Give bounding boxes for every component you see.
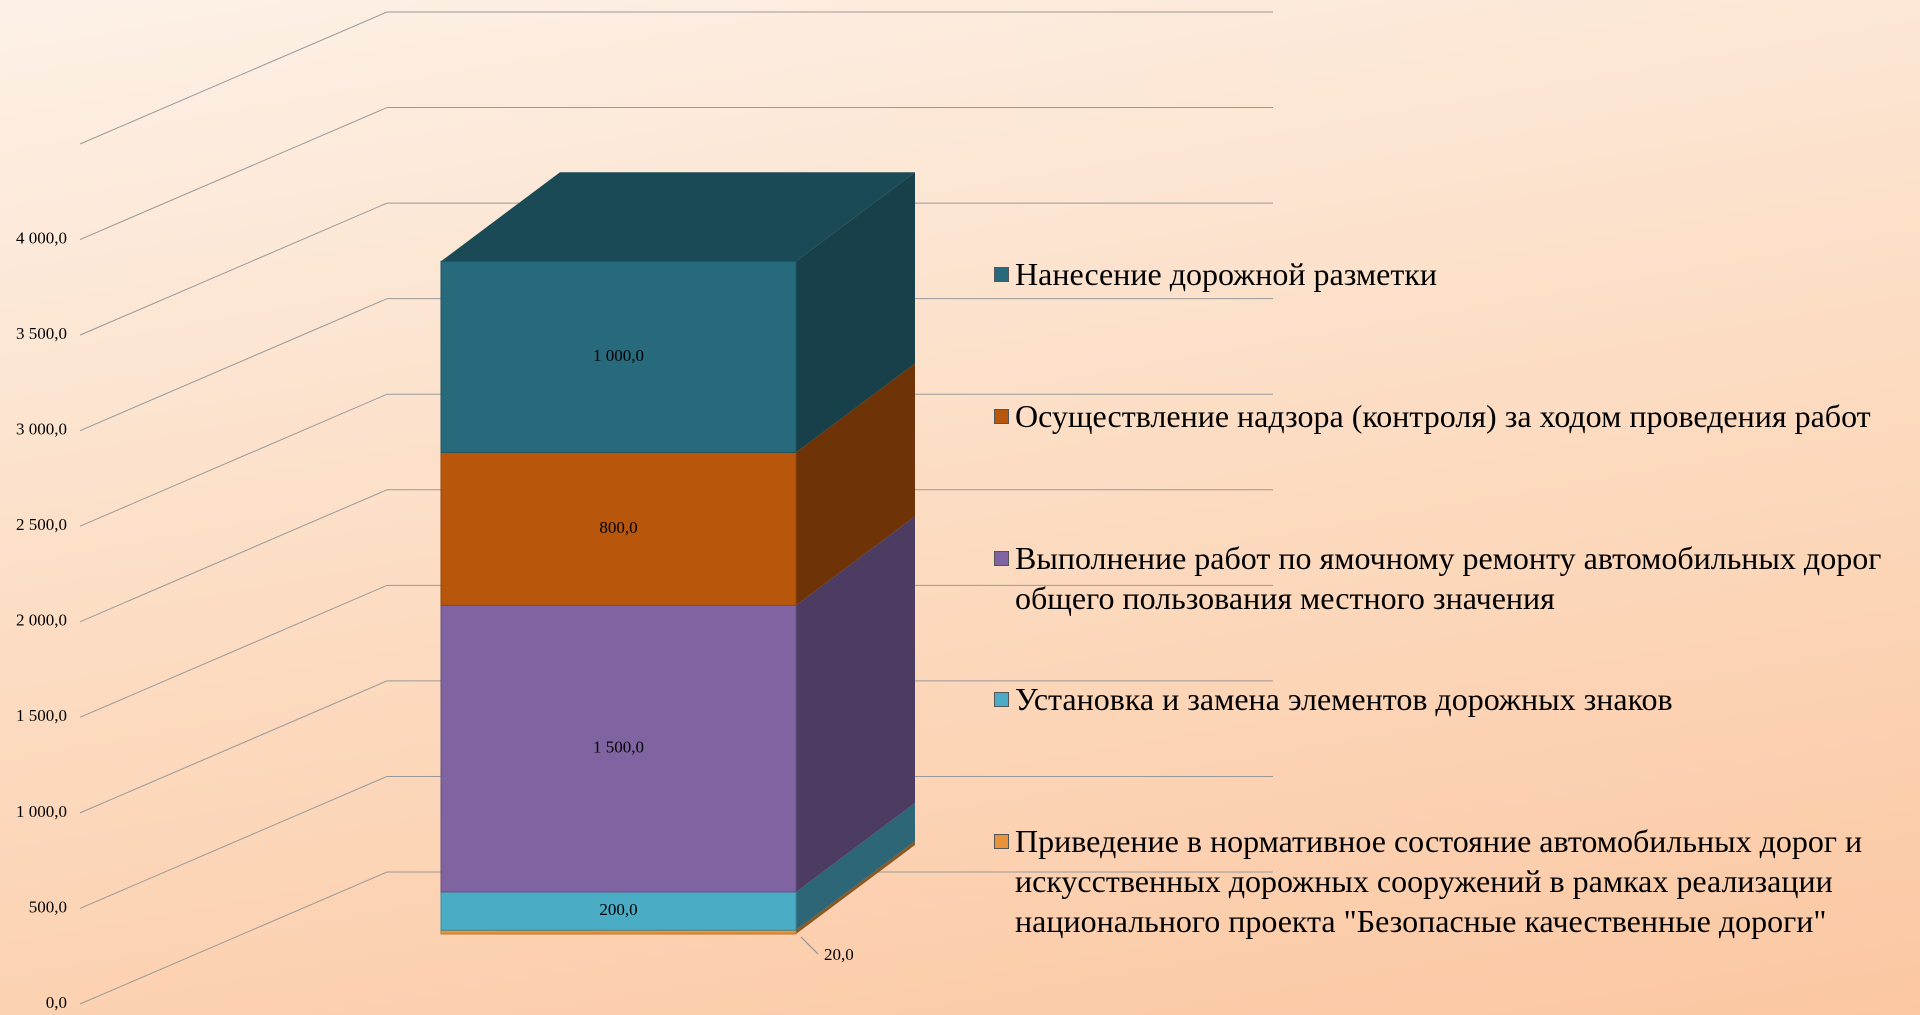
data-label: 1 000,0 <box>593 346 644 365</box>
legend-swatch <box>994 409 1009 424</box>
grid-line <box>79 489 388 623</box>
legend-swatch <box>994 267 1009 282</box>
grid-line <box>79 202 388 336</box>
data-label: 20,0 <box>824 945 854 964</box>
bar <box>440 451 797 606</box>
bar <box>440 604 797 893</box>
data-label: 800,0 <box>599 518 637 537</box>
y-tick-label: 0,0 <box>46 993 67 1012</box>
y-tick-label: 1 500,0 <box>16 706 67 725</box>
y-tick-label: 3 500,0 <box>16 324 67 343</box>
legend-swatch <box>994 692 1009 707</box>
y-tick-label: 500,0 <box>29 897 67 916</box>
legend-item: Выполнение работ по ямочному ремонту авт… <box>994 538 1914 618</box>
grid-line <box>79 871 388 1005</box>
bar-top <box>441 172 915 262</box>
legend-label: Осуществление надзора (контроля) за ходо… <box>1015 398 1871 434</box>
grid-line <box>79 11 388 145</box>
bar-side <box>796 363 915 606</box>
bar-side <box>796 516 915 892</box>
grid-line <box>79 107 388 241</box>
bar <box>440 891 797 931</box>
grid-line <box>79 680 388 814</box>
legend-item: Установка и замена элементов дорожных зн… <box>994 679 1914 719</box>
y-tick-label: 2 000,0 <box>16 611 67 630</box>
bar <box>440 260 797 453</box>
legend-label: Нанесение дорожной разметки <box>1015 256 1438 292</box>
bar <box>440 929 797 935</box>
legend-label: Установка и замена элементов дорожных зн… <box>1015 681 1673 717</box>
y-tick-label: 1 000,0 <box>16 802 67 821</box>
leader-line <box>800 936 819 955</box>
data-label: 200,0 <box>599 900 637 919</box>
y-tick-label: 4 000,0 <box>16 228 67 247</box>
legend-item: Осуществление надзора (контроля) за ходо… <box>994 396 1914 436</box>
grid-line <box>79 584 388 718</box>
y-tick-label: 3 000,0 <box>16 420 67 439</box>
data-label: 1 500,0 <box>593 738 644 757</box>
legend-item: Приведение в нормативное состояние автом… <box>994 821 1914 941</box>
bar-side <box>796 172 915 453</box>
legend-label: Выполнение работ по ямочному ремонту авт… <box>1015 540 1882 616</box>
legend-swatch <box>994 551 1009 566</box>
y-tick-label: 2 500,0 <box>16 515 67 534</box>
legend-label: Приведение в нормативное состояние автом… <box>1015 823 1863 939</box>
grid-line <box>79 775 388 909</box>
grid-line <box>79 393 388 527</box>
bar-side <box>796 802 915 931</box>
legend-item: Нанесение дорожной разметки <box>994 254 1914 294</box>
bar-side <box>796 841 915 934</box>
grid-line <box>79 298 388 432</box>
legend-swatch <box>994 834 1009 849</box>
